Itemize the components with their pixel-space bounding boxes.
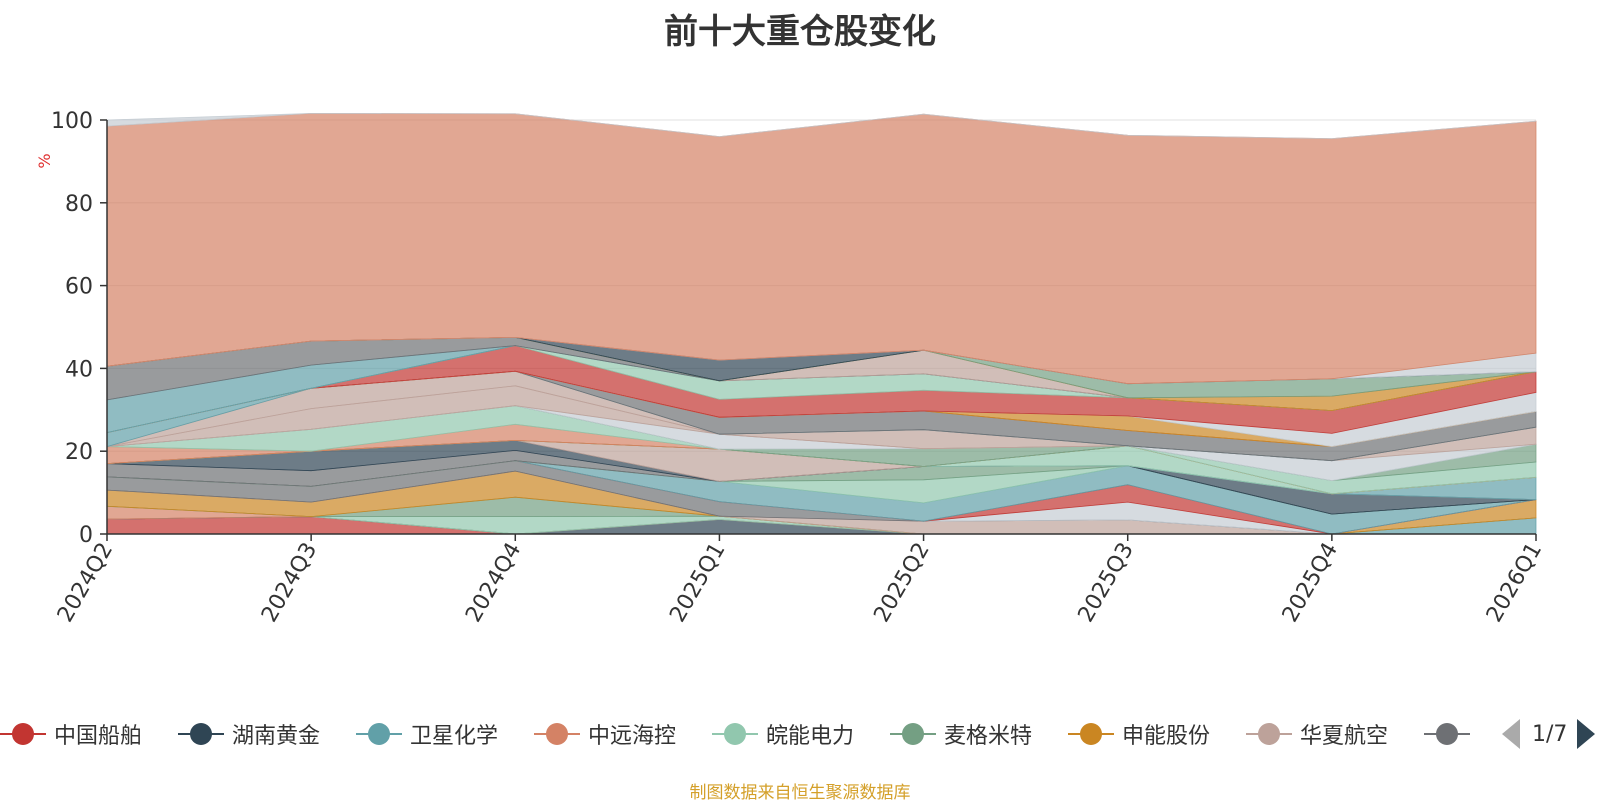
legend: 中国船舶 湖南黄金 卫星化学 中远海控 皖能电力 麦格米特 申能股份 华夏航空 bbox=[0, 712, 1600, 756]
legend-marker-icon bbox=[1246, 722, 1292, 746]
chart-title: 前十大重仓股变化 bbox=[664, 12, 936, 52]
area-series bbox=[106, 112, 1537, 535]
triangle-right-icon[interactable] bbox=[1577, 719, 1596, 749]
x-tick-label: 2025Q2 bbox=[869, 539, 934, 627]
legend-item[interactable]: 申能股份 bbox=[1068, 712, 1210, 756]
legend-label: 麦格米特 bbox=[944, 724, 1033, 749]
y-tick-label: 0 bbox=[79, 523, 93, 548]
legend-item[interactable] bbox=[1424, 712, 1478, 756]
legend-item[interactable]: 中国船舶 bbox=[0, 712, 142, 756]
x-tick-label: 2025Q1 bbox=[665, 539, 730, 627]
legend-marker-icon bbox=[356, 722, 402, 746]
legend-label: 申能股份 bbox=[1122, 724, 1211, 749]
legend-label: 中国船舶 bbox=[54, 724, 143, 749]
legend-label: 中远海控 bbox=[588, 724, 677, 749]
legend-label: 华夏航空 bbox=[1300, 724, 1389, 749]
x-tick-label: 2024Q3 bbox=[257, 539, 322, 627]
legend-marker-icon bbox=[534, 722, 580, 746]
legend-marker-icon bbox=[890, 722, 936, 746]
y-tick-label: 40 bbox=[65, 357, 93, 382]
legend-marker-icon bbox=[712, 722, 758, 746]
legend-item[interactable]: 麦格米特 bbox=[890, 712, 1032, 756]
y-tick-label: 20 bbox=[65, 440, 93, 465]
y-tick-label: 60 bbox=[65, 275, 93, 300]
legend-item[interactable]: 卫星化学 bbox=[356, 712, 498, 756]
legend-marker-icon bbox=[1068, 722, 1114, 746]
legend-marker-icon bbox=[0, 722, 46, 746]
legend-label: 卫星化学 bbox=[410, 724, 499, 749]
x-tick-label: 2026Q1 bbox=[1482, 539, 1547, 627]
y-axis-label: % bbox=[35, 153, 54, 168]
legend-page-indicator: 1/7 bbox=[1532, 721, 1568, 747]
x-tick-label: 2025Q4 bbox=[1278, 539, 1343, 627]
legend-item[interactable]: 湖南黄金 bbox=[178, 712, 320, 756]
x-tick-label: 2024Q4 bbox=[461, 539, 526, 627]
x-tick-label: 2025Q3 bbox=[1074, 539, 1139, 627]
legend-marker-icon bbox=[178, 722, 224, 746]
legend-pager: 1/7 bbox=[1500, 712, 1600, 756]
source-note: 制图数据来自恒生聚源数据库 bbox=[689, 783, 911, 803]
x-tick-label: 2024Q2 bbox=[53, 539, 118, 627]
legend-item[interactable]: 中远海控 bbox=[534, 712, 676, 756]
legend-marker-icon bbox=[1424, 722, 1470, 746]
stacked-area-chart: 0 20 40 60 80 100 2024Q2 2024Q3 2024Q4 2025Q1 2025… bbox=[35, 109, 1547, 627]
area-series-42 bbox=[106, 112, 1537, 140]
y-tick-label: 80 bbox=[65, 192, 93, 217]
triangle-left-icon[interactable] bbox=[1502, 719, 1520, 749]
legend-label: 皖能电力 bbox=[766, 724, 855, 749]
y-tick-label: 100 bbox=[51, 109, 93, 134]
legend-item[interactable]: 皖能电力 bbox=[712, 712, 854, 756]
legend-label: 湖南黄金 bbox=[232, 724, 321, 749]
legend-item[interactable]: 华夏航空 bbox=[1246, 712, 1388, 756]
